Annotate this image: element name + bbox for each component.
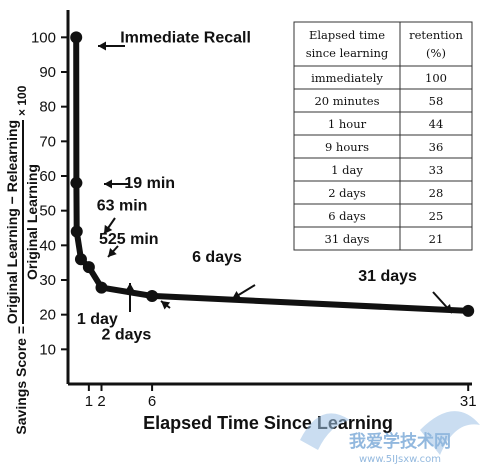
annotation-label: 19 min bbox=[124, 175, 175, 192]
y-axis-label-denominator: Original Learning bbox=[24, 164, 40, 280]
watermark: 我爱学技术网 www.5IJsxw.com bbox=[300, 411, 480, 465]
x-tick-label: 2 bbox=[97, 393, 105, 410]
table-cell: 36 bbox=[429, 140, 444, 154]
y-ticks: 10 20 30 40 50 60 70 80 90 100 bbox=[31, 29, 68, 358]
y-tick-label: 40 bbox=[39, 237, 56, 254]
x-tick-label: 31 bbox=[460, 393, 477, 410]
table-header-cell: (%) bbox=[426, 46, 446, 60]
table-cell: 1 day bbox=[331, 163, 363, 177]
annotation-arrowhead bbox=[108, 248, 117, 257]
table-cell: 2 days bbox=[328, 186, 366, 200]
table-cell: 100 bbox=[425, 71, 447, 85]
data-point bbox=[70, 176, 83, 189]
y-tick-label: 10 bbox=[39, 341, 56, 358]
table-header-cell: since learning bbox=[306, 46, 389, 60]
table-cell: immediately bbox=[311, 71, 383, 85]
table-cell: 1 hour bbox=[328, 117, 367, 131]
series bbox=[70, 31, 475, 317]
annotation-label: Immediate Recall bbox=[120, 29, 251, 46]
x-ticks: 1 2 6 31 bbox=[85, 384, 477, 410]
table-cell: 58 bbox=[429, 94, 444, 108]
data-point bbox=[462, 304, 475, 317]
table-border bbox=[293, 21, 473, 251]
data-point bbox=[82, 261, 95, 274]
table-cell: 28 bbox=[429, 186, 444, 200]
annotation-label: 6 days bbox=[192, 249, 242, 266]
watermark-swoosh-right bbox=[420, 411, 480, 455]
y-tick-label: 60 bbox=[39, 168, 56, 185]
table-cell: 20 minutes bbox=[314, 94, 379, 108]
annotation-arrowhead bbox=[161, 301, 171, 310]
x-tick-label: 6 bbox=[148, 393, 156, 410]
annotation-arrowhead bbox=[125, 283, 135, 291]
table-cell: 44 bbox=[429, 117, 444, 131]
annotation-arrowhead bbox=[104, 179, 112, 189]
annotation-label: 2 days bbox=[102, 327, 152, 344]
table-cell: 25 bbox=[429, 209, 444, 223]
y-axis-label-prefix: Savings Score = bbox=[13, 326, 29, 435]
y-tick-label: 100 bbox=[31, 29, 56, 46]
data-point bbox=[74, 253, 87, 266]
y-tick-label: 30 bbox=[39, 272, 56, 289]
data-point bbox=[70, 225, 83, 238]
annotation-label: 63 min bbox=[97, 197, 148, 214]
data-point bbox=[95, 281, 108, 294]
annotation-arrowhead bbox=[232, 290, 242, 299]
annotation-arrowhead bbox=[443, 304, 452, 313]
annotation-label: 525 min bbox=[99, 231, 159, 248]
watermark-text: 我爱学技术网 bbox=[349, 431, 451, 452]
table-cell: 9 hours bbox=[325, 140, 369, 154]
watermark-subtext: www.5IJsxw.com bbox=[359, 454, 441, 465]
annotation-arrowhead bbox=[98, 41, 106, 51]
annotation-label: 1 day bbox=[77, 311, 118, 328]
y-tick-label: 20 bbox=[39, 307, 56, 324]
table-cell: 6 days bbox=[328, 209, 366, 223]
annotations: Immediate Recall 19 min 63 min 525 min 1 day… bbox=[77, 29, 453, 344]
table-cell: 33 bbox=[429, 163, 444, 177]
table-cell: 31 days bbox=[325, 232, 370, 246]
table-cell: 21 bbox=[429, 232, 444, 246]
y-tick-label: 80 bbox=[39, 99, 56, 116]
y-axis-label-multiplier: × 100 bbox=[15, 85, 29, 116]
table-header-cell: retention bbox=[409, 28, 463, 42]
y-tick-label: 50 bbox=[39, 203, 56, 220]
annotation-label: 31 days bbox=[358, 268, 417, 285]
table-header-cell: Elapsed time bbox=[309, 28, 385, 42]
watermark-swoosh-left bbox=[300, 413, 350, 450]
y-tick-label: 90 bbox=[39, 64, 56, 81]
retention-table: Elapsed time since learning retention (%) im… bbox=[293, 21, 473, 251]
y-axis-label: Savings Score = Original Learning − Rele… bbox=[4, 85, 40, 434]
x-axis-label: Elapsed Time Since Learning bbox=[143, 413, 393, 433]
data-point bbox=[146, 289, 159, 302]
y-axis-label-numerator: Original Learning − Relearning bbox=[4, 120, 20, 324]
y-tick-label: 70 bbox=[39, 133, 56, 150]
x-tick-label: 1 bbox=[85, 393, 93, 410]
data-point bbox=[70, 31, 83, 44]
annotation-arrowhead bbox=[104, 224, 113, 234]
